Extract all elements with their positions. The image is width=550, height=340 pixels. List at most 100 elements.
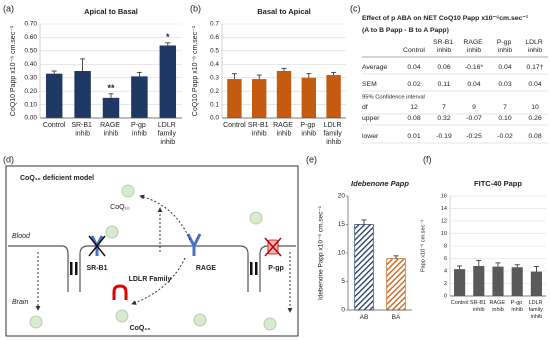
significance-marker: ** xyxy=(107,83,115,93)
tight-junction xyxy=(250,262,253,275)
y-tick-label: 0.1 xyxy=(210,101,219,108)
table-cell: 0.32 xyxy=(437,115,450,122)
table-cell: 12 xyxy=(410,104,418,111)
coq10-molecule xyxy=(115,309,129,323)
table-title: Effect of p ABA on NET CoQ10 Papp x10⁻⁶c… xyxy=(362,15,529,22)
x-tick-label: RAGE inhib xyxy=(489,300,506,313)
table-cell: -0.25 xyxy=(466,133,482,140)
table-cell: -0.02 xyxy=(497,133,513,140)
row-label: upper xyxy=(362,115,380,122)
table-cell: -0.07 xyxy=(466,115,482,122)
table-cell: 7 xyxy=(503,104,507,111)
table-cell: 0.17† xyxy=(526,64,543,71)
row-label: lower xyxy=(362,133,379,140)
ldlr-label: LDLR Family xyxy=(129,276,172,283)
chart-title: Basal to Apical xyxy=(257,7,311,16)
y-tick-label: 16 xyxy=(441,193,447,199)
panel-label: (e) xyxy=(306,154,317,164)
y-tick-label: 0.6 xyxy=(210,34,219,41)
membrane xyxy=(8,245,69,292)
x-tick-label: SR-B1 inhib xyxy=(470,300,488,313)
panel-label: (d) xyxy=(3,154,14,164)
diagram-frame xyxy=(5,165,299,337)
y-tick-label: 8 xyxy=(444,243,447,249)
table-cell: -0.19 xyxy=(436,133,452,140)
x-tick-label: AB xyxy=(360,314,369,321)
x-tick-label: RAGE inhib xyxy=(273,122,295,138)
coq10-molecule xyxy=(121,184,135,198)
row-label: Average xyxy=(362,64,387,71)
bar xyxy=(473,266,485,296)
table-cell: 0.08 xyxy=(407,115,420,122)
row-label: 95% Confidence interval xyxy=(362,95,425,101)
y-tick-label: 10 xyxy=(338,250,346,257)
table-cell: 0.04 xyxy=(528,81,541,88)
y-tick-label: 0.3 xyxy=(210,74,219,81)
x-tick-label: Control xyxy=(43,122,66,129)
coq10-molecule xyxy=(105,225,119,239)
y-tick-label: 0.7 xyxy=(210,21,219,28)
bar xyxy=(386,258,406,311)
row-label: df xyxy=(362,104,368,111)
inhibition-cross xyxy=(264,237,282,257)
diagram-title: CoQ₁₀ deficient model xyxy=(20,175,94,182)
y-tick-label: 2 xyxy=(444,281,447,287)
table-cell: 0.06 xyxy=(437,64,450,71)
y-axis-label: Papp x10⁻⁶ cm.sec⁻¹ xyxy=(419,220,426,272)
ldlr-receptor xyxy=(112,284,128,300)
coq10-molecule xyxy=(29,315,43,329)
panel-label: (a) xyxy=(3,3,14,13)
table-cell: 0.04 xyxy=(467,81,480,88)
column-header: P-gp inhib xyxy=(497,39,513,54)
x-tick-label: P-gp inhib xyxy=(300,122,317,138)
pgp-label: P-gp xyxy=(268,265,284,272)
bar xyxy=(131,76,148,118)
table-cell: 0.02 xyxy=(407,81,420,88)
tight-junction xyxy=(70,262,73,275)
table-cell: 0.08 xyxy=(528,133,541,140)
panel-label: (f) xyxy=(423,154,432,164)
y-tick-label: 15 xyxy=(338,221,346,228)
bar xyxy=(74,71,91,118)
y-tick-label: 4 xyxy=(444,268,447,274)
y-tick-label: 0.30 xyxy=(24,74,37,81)
significance-marker: * xyxy=(166,32,170,42)
chart-title: FITC-40 Papp xyxy=(474,179,522,188)
bar xyxy=(301,77,316,118)
y-tick-label: 0.2 xyxy=(210,88,219,95)
y-tick-label: 0.50 xyxy=(24,48,37,55)
row-label: SEM xyxy=(362,81,377,88)
x-tick-label: LDLR family inhib xyxy=(158,122,178,146)
rage-label: RAGE xyxy=(196,265,217,272)
brain-label: Brain xyxy=(12,299,28,306)
y-tick-label: 0.20 xyxy=(24,88,37,95)
y-tick-label: 0 xyxy=(341,307,345,314)
x-tick-label: P-gp inhib xyxy=(131,122,148,138)
x-tick-label: BA xyxy=(392,314,401,321)
table-cell: 10 xyxy=(531,104,539,111)
panel-label: (c) xyxy=(350,3,361,13)
y-tick-label: 0.60 xyxy=(24,34,37,41)
chart-title: Apical to Basal xyxy=(84,7,138,16)
table-cell: 7 xyxy=(442,104,446,111)
coq10-label: CoQ₁₀ xyxy=(130,325,151,332)
diagram: CoQ₁₀ deficient model Blood Brain CoQ₁₀ xyxy=(5,165,299,337)
x-tick-label: SR-B1 inhib xyxy=(71,122,94,138)
y-tick-label: 0.0 xyxy=(210,115,219,122)
bar xyxy=(530,271,542,296)
tight-junction xyxy=(255,262,258,275)
panel-label: (b) xyxy=(190,3,201,13)
table-cell: 0.04 xyxy=(498,64,511,71)
y-tick-label: 0.40 xyxy=(24,61,37,68)
table-cell: 0.26 xyxy=(528,115,541,122)
y-axis-label: CoQ10 Papp x10⁻⁶ cm.sec⁻¹ xyxy=(10,25,17,116)
y-tick-label: 14 xyxy=(441,206,447,212)
y-tick-label: 20 xyxy=(338,193,346,200)
blood-label: Blood xyxy=(12,233,31,240)
table-cell: 0.10 xyxy=(498,115,511,122)
x-tick-label: Control xyxy=(223,122,246,129)
x-tick-label: P-gp inhib xyxy=(511,300,524,313)
flow-arrow xyxy=(131,257,186,305)
coq10-molecule xyxy=(193,313,207,327)
table-cell: 0.04 xyxy=(407,64,420,71)
